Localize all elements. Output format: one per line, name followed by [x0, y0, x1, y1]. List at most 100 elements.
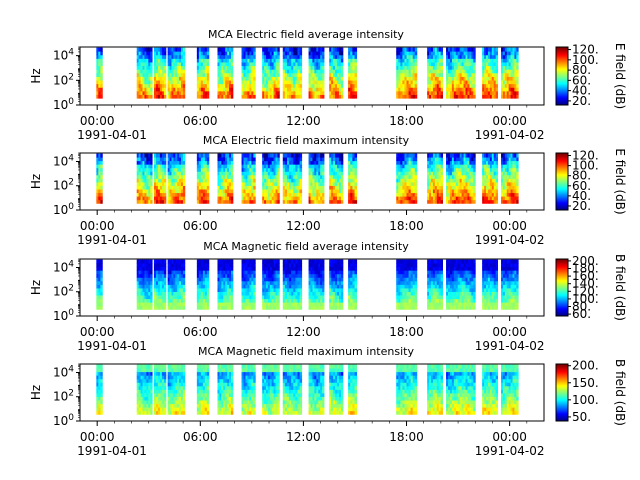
heatmap-cell: [501, 164, 504, 169]
heatmap-cell: [354, 160, 358, 165]
heatmap-cell: [245, 80, 248, 85]
heatmap-cell: [402, 157, 405, 162]
heatmap-cell: [322, 182, 325, 186]
heatmap-cell: [434, 171, 438, 176]
heatmap-cell: [198, 302, 202, 307]
heatmap-cell: [202, 164, 206, 169]
heatmap-cell: [412, 58, 416, 63]
heatmap-cell: [142, 157, 145, 162]
heatmap-cell: [245, 160, 248, 165]
heatmap-cell: [331, 164, 334, 169]
heatmap-cell: [516, 47, 519, 52]
heatmap-cell: [231, 288, 234, 292]
heatmap-cell: [245, 87, 248, 92]
heatmap-cell: [142, 273, 145, 278]
heatmap-cell: [265, 174, 269, 179]
heatmap-cell: [431, 178, 434, 183]
heatmap-cell: [299, 83, 303, 88]
heatmap-cell: [251, 291, 254, 296]
heatmap-cell: [340, 76, 344, 81]
heatmap-cell: [501, 160, 504, 165]
heatmap-cell: [267, 58, 271, 63]
heatmap-cell: [277, 51, 280, 56]
heatmap-cell: [202, 94, 206, 99]
heatmap-cell: [179, 189, 182, 194]
heatmap-cell: [431, 54, 434, 59]
heatmap-cell: [198, 284, 202, 289]
heatmap-cell: [142, 284, 145, 289]
heatmap-cell: [431, 58, 434, 63]
heatmap-cell: [277, 288, 280, 292]
heatmap-cell: [253, 69, 256, 74]
heatmap-cell: [463, 160, 466, 165]
heatmap-cell: [436, 189, 440, 194]
heatmap-cell: [227, 280, 230, 285]
heatmap-cell: [148, 54, 151, 59]
heatmap-cell: [352, 51, 355, 56]
heatmap-cell: [400, 47, 403, 52]
heatmap-cell: [175, 270, 178, 275]
heatmap-cell: [173, 94, 176, 99]
heatmap-cell: [440, 157, 443, 162]
heatmap-cell: [318, 164, 321, 169]
heatmap-cell: [501, 182, 504, 186]
colorbar-label: E field (dB): [613, 148, 627, 214]
heatmap-cell: [299, 192, 303, 197]
heatmap-cell: [449, 157, 453, 162]
heatmap-cell: [251, 47, 254, 52]
heatmap-cell: [412, 171, 416, 176]
heatmap-cell: [469, 174, 472, 179]
heatmap-cell: [100, 87, 103, 92]
heatmap-cell: [316, 62, 319, 67]
heatmap-cell: [293, 65, 296, 70]
heatmap-cell: [431, 65, 434, 70]
heatmap-cell: [455, 153, 459, 158]
heatmap-cell: [269, 167, 273, 172]
colorbar-step: [556, 156, 568, 159]
heatmap-cell: [219, 277, 222, 282]
heatmap-cell: [262, 65, 265, 70]
heatmap-cell: [138, 69, 141, 74]
colorbar-tick-label: 20.: [572, 94, 591, 108]
heatmap-cell: [402, 94, 405, 99]
heatmap-cell: [241, 270, 244, 275]
heatmap-cell: [161, 196, 165, 201]
heatmap-cell: [339, 83, 342, 88]
heatmap-cell: [469, 182, 472, 186]
colorbar-step: [556, 69, 568, 71]
heatmap-cell: [484, 51, 487, 56]
heatmap-cell: [398, 90, 401, 95]
heatmap-cell: [225, 65, 228, 70]
heatmap-cell: [400, 199, 403, 204]
heatmap-cell: [412, 174, 416, 179]
heatmap-cell: [491, 171, 495, 176]
heatmap-cell: [471, 65, 474, 70]
heatmap-cell: [322, 167, 325, 172]
heatmap-cell: [329, 167, 332, 172]
heatmap-cell: [487, 196, 491, 201]
heatmap-cell: [265, 62, 269, 67]
heatmap-cell: [251, 298, 254, 303]
heatmap-cell: [267, 72, 271, 77]
heatmap-cell: [179, 266, 182, 271]
heatmap-cell: [204, 259, 208, 264]
heatmap-cell: [316, 185, 319, 190]
heatmap-cell: [206, 277, 210, 282]
heatmap-cell: [504, 51, 508, 56]
heatmap-cell: [231, 305, 234, 310]
heatmap-cell: [153, 263, 157, 268]
heatmap-cell: [473, 80, 476, 85]
heatmap-cell: [286, 87, 290, 92]
heatmap-cell: [136, 47, 140, 52]
heatmap-cell: [491, 192, 495, 197]
colorbar-step: [556, 191, 568, 194]
heatmap-cell: [486, 90, 489, 95]
heatmap-cell: [312, 182, 315, 186]
heatmap-cell: [98, 47, 101, 52]
heatmap-cell: [289, 199, 292, 204]
heatmap-cell: [447, 69, 451, 74]
heatmap-cell: [200, 47, 204, 52]
heatmap-cell: [138, 178, 141, 183]
colorbar-step: [556, 208, 568, 210]
heatmap-cell: [171, 185, 174, 190]
